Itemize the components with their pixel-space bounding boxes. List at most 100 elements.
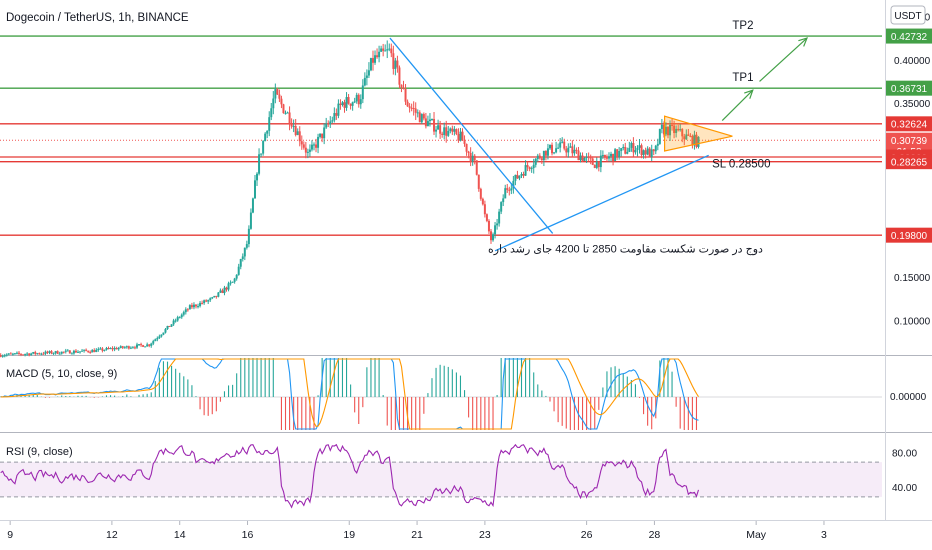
candle-body-242 [492, 234, 495, 241]
candle-body-188 [382, 48, 385, 51]
price-badge-0[interactable] [886, 28, 932, 44]
triangle-pattern[interactable] [663, 115, 733, 152]
candle-body-257 [522, 174, 525, 176]
candle-body-62 [125, 346, 128, 348]
candle-body-207 [420, 114, 423, 123]
candle-body-92 [186, 309, 189, 311]
candle-body-185 [376, 55, 379, 58]
price-badge-label-1: 0.36731 [891, 84, 928, 95]
sl-annotation[interactable]: SL 0.28500 [712, 158, 770, 170]
price-badge-6[interactable] [886, 227, 932, 243]
tp2-annotation[interactable]: TP2 [732, 20, 753, 32]
candle-body-234 [475, 160, 478, 175]
candle-body-163 [331, 120, 334, 122]
candle-body-238 [483, 204, 486, 215]
candle-body-86 [174, 320, 177, 322]
candle-body-199 [404, 88, 407, 102]
time-tick-1: 12 [106, 529, 118, 541]
candle-body-204 [414, 108, 417, 113]
candle-body-282 [573, 149, 576, 154]
candle-body-31 [62, 351, 65, 353]
candle-body-235 [477, 174, 480, 189]
candle-body-46 [93, 350, 96, 353]
candle-body-105 [213, 295, 216, 298]
candle-body-167 [339, 103, 342, 105]
candle-body-310 [630, 143, 633, 148]
candle-body-178 [361, 85, 364, 100]
candle-body-104 [211, 297, 214, 299]
candle-body-60 [121, 346, 124, 348]
candle-body-226 [459, 131, 462, 141]
candle-body-249 [506, 188, 509, 190]
price-badge-5[interactable] [886, 154, 932, 170]
candle-body-268 [544, 150, 547, 156]
price-tick-2: 0.35000 [894, 99, 931, 110]
tp1-annotation[interactable]: TP1 [732, 72, 753, 84]
candle-body-271 [551, 144, 554, 154]
candle-body-74 [150, 343, 153, 346]
candle-body-225 [457, 133, 460, 141]
signal-line[interactable] [0, 358, 699, 430]
candle-body-295 [599, 155, 602, 168]
macd-tick: 0.00000 [890, 392, 927, 403]
candle-body-293 [595, 161, 598, 168]
candle-body-103 [209, 298, 212, 301]
time-tick-9: May [746, 529, 767, 541]
currency-button[interactable] [890, 5, 926, 25]
candle-body-265 [538, 155, 541, 159]
candle-body-327 [664, 126, 667, 135]
candle-body-129 [262, 141, 265, 154]
candle-body-213 [433, 118, 436, 132]
candle-body-56 [113, 347, 116, 350]
candle-body-218 [443, 127, 446, 135]
rsi-line[interactable] [0, 443, 700, 509]
candle-body-17 [34, 352, 37, 354]
candle-body-262 [532, 164, 535, 169]
projection-arrow-0[interactable] [721, 89, 754, 121]
time-tick-0: 9 [7, 529, 13, 541]
candle-body-194 [394, 60, 397, 69]
candle-body-303 [616, 149, 619, 158]
price-badge-1[interactable] [886, 80, 932, 96]
candle-body-190 [386, 49, 389, 51]
candle-body-209 [424, 118, 427, 127]
candle-body-311 [632, 143, 635, 153]
candle-body-222 [451, 128, 454, 132]
candle-body-59 [119, 346, 122, 349]
candle-body-298 [605, 157, 608, 159]
price-badge-2[interactable] [886, 116, 932, 132]
candle-body-215 [437, 125, 440, 130]
candle-body-250 [508, 189, 511, 191]
candle-body-64 [129, 347, 132, 349]
candle-body-160 [325, 123, 328, 128]
candle-body-18 [36, 353, 39, 355]
projection-arrowhead-1 [798, 37, 809, 47]
candle-body-73 [148, 344, 151, 346]
candle-body-278 [565, 148, 568, 153]
trendline-1[interactable] [494, 154, 709, 252]
candle-body-55 [111, 348, 114, 350]
candle-body-261 [530, 168, 533, 170]
trendline-0[interactable] [389, 37, 554, 234]
candle-body-90 [182, 312, 185, 315]
candle-body-336 [683, 136, 686, 140]
time-tick-6: 23 [479, 529, 491, 541]
candle-body-272 [553, 152, 556, 154]
candle-body-39 [79, 351, 82, 353]
candle-body-320 [650, 149, 653, 158]
candle-body-193 [392, 53, 395, 69]
candle-body-99 [201, 302, 204, 304]
analysis-note[interactable]: دوج در صورت شکست مقاومت 2850 تا 4200 جای… [488, 244, 763, 256]
candle-body-37 [74, 350, 77, 353]
symbol-title: Dogecoin / TetherUS, 1h, BINANCE [6, 12, 189, 24]
candle-body-1 [1, 355, 4, 357]
candle-body-115 [233, 278, 236, 282]
candle-body-318 [646, 148, 649, 155]
candle-body-339 [689, 135, 692, 137]
candle-body-221 [449, 128, 452, 131]
candle-body-174 [353, 101, 356, 103]
projection-arrow-1[interactable] [759, 37, 808, 82]
candle-body-231 [469, 152, 472, 162]
candle-body-140 [284, 113, 287, 115]
